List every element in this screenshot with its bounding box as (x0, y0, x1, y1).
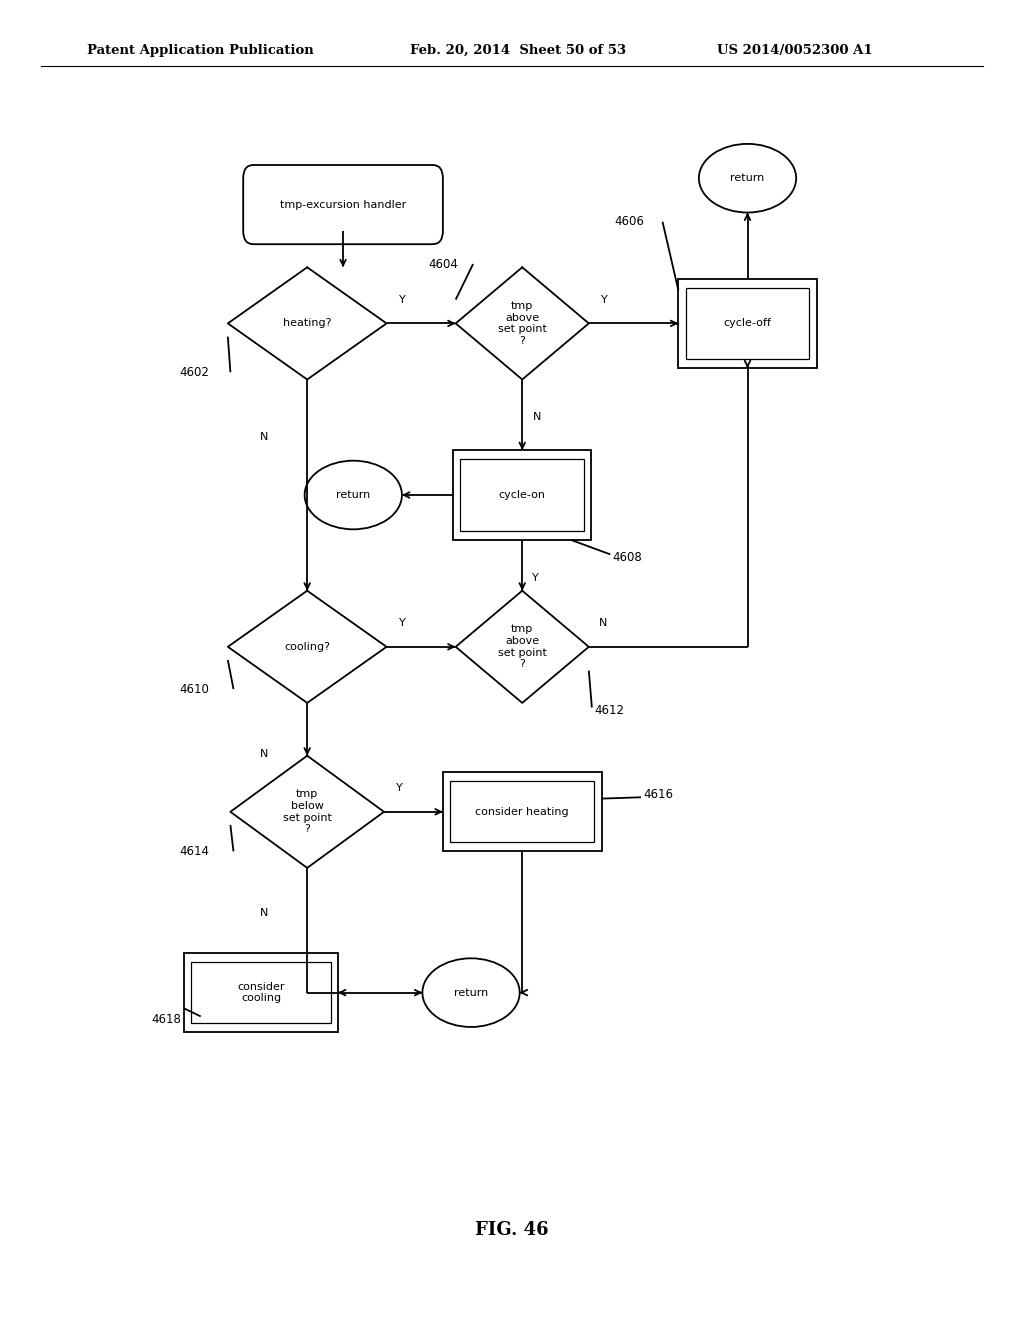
Text: Y: Y (396, 783, 403, 793)
Text: return: return (336, 490, 371, 500)
Text: tmp-excursion handler: tmp-excursion handler (280, 199, 407, 210)
Text: Y: Y (399, 618, 406, 628)
Text: 4606: 4606 (614, 215, 644, 228)
Text: 4608: 4608 (612, 550, 642, 564)
Text: return: return (730, 173, 765, 183)
Text: Y: Y (601, 294, 608, 305)
Text: 4604: 4604 (428, 257, 458, 271)
Text: heating?: heating? (283, 318, 332, 329)
Bar (442, 772, 602, 851)
Text: N: N (599, 618, 607, 628)
Text: N: N (260, 750, 268, 759)
Text: 4602: 4602 (179, 366, 209, 379)
Bar (191, 962, 331, 1023)
Bar (451, 781, 594, 842)
Text: cooling?: cooling? (285, 642, 330, 652)
Text: cycle-off: cycle-off (724, 318, 771, 329)
Text: tmp
below
set point
?: tmp below set point ? (283, 789, 332, 834)
Text: N: N (532, 412, 541, 422)
Text: Y: Y (399, 294, 406, 305)
Text: US 2014/0052300 A1: US 2014/0052300 A1 (717, 44, 872, 57)
Text: 4616: 4616 (643, 788, 673, 801)
Text: tmp
above
set point
?: tmp above set point ? (498, 301, 547, 346)
Text: 4618: 4618 (152, 1012, 181, 1026)
Bar (461, 459, 584, 531)
Bar (686, 288, 809, 359)
Text: N: N (260, 908, 268, 917)
Text: return: return (454, 987, 488, 998)
Text: Y: Y (532, 573, 540, 583)
Bar (453, 450, 592, 540)
Text: 4612: 4612 (594, 704, 624, 717)
Text: cycle-on: cycle-on (499, 490, 546, 500)
Bar (678, 279, 817, 368)
Text: 4610: 4610 (179, 682, 209, 696)
Text: consider heating: consider heating (475, 807, 569, 817)
Text: tmp
above
set point
?: tmp above set point ? (498, 624, 547, 669)
Ellipse shape (423, 958, 520, 1027)
Text: N: N (260, 433, 268, 442)
Text: consider
cooling: consider cooling (238, 982, 285, 1003)
Text: Patent Application Publication: Patent Application Publication (87, 44, 313, 57)
Text: 4614: 4614 (179, 845, 209, 858)
Bar (184, 953, 338, 1032)
Ellipse shape (698, 144, 797, 213)
Ellipse shape (305, 461, 401, 529)
Text: FIG. 46: FIG. 46 (475, 1221, 549, 1239)
Text: Feb. 20, 2014  Sheet 50 of 53: Feb. 20, 2014 Sheet 50 of 53 (410, 44, 626, 57)
FancyBboxPatch shape (244, 165, 442, 244)
